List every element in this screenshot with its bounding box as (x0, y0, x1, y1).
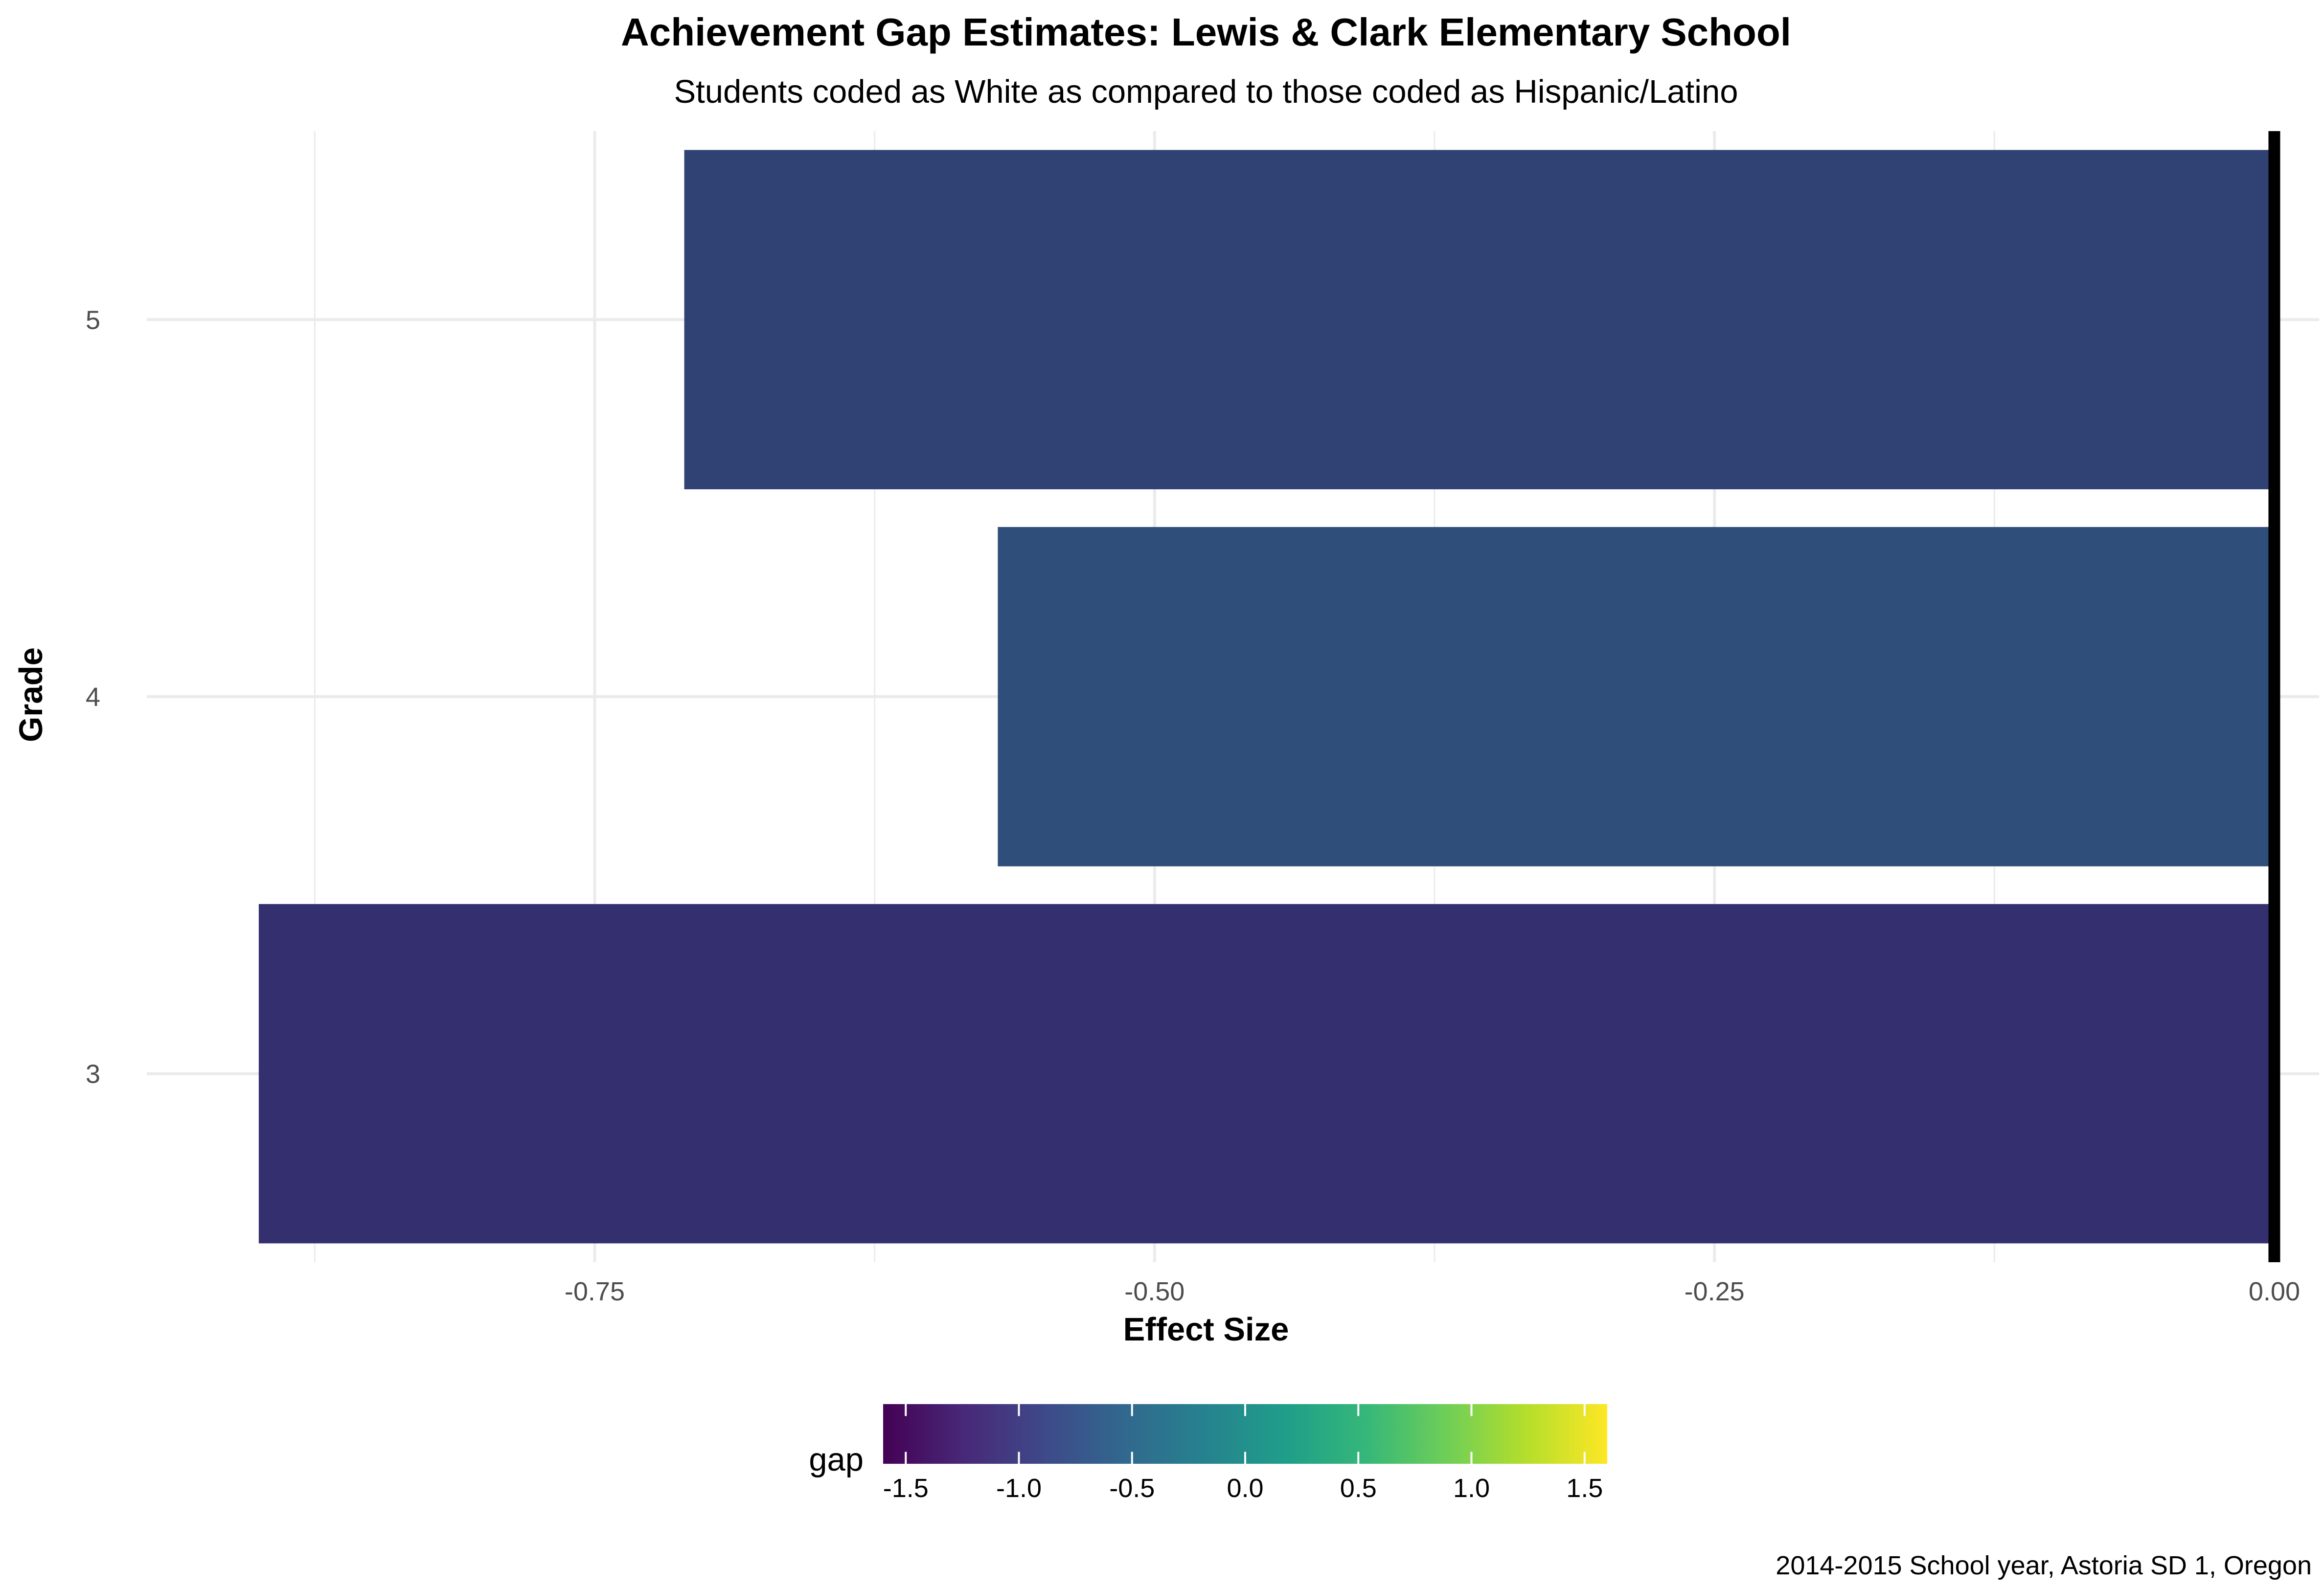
bar-grade-5 (684, 150, 2275, 490)
x-tick-label: -0.50 (1124, 1277, 1185, 1306)
chart-title: Achievement Gap Estimates: Lewis & Clark… (621, 10, 1791, 54)
colorbar-tick-label: 0.0 (1227, 1474, 1263, 1503)
legend-title: gap (809, 1441, 864, 1478)
chart-subtitle: Students coded as White as compared to t… (674, 73, 1738, 110)
colorbar-tick-label: -0.5 (1109, 1474, 1155, 1503)
x-tick-label: 0.00 (2249, 1277, 2300, 1306)
colorbar-ticks: -1.5 -1.0 -0.5 0.0 0.5 1.0 1.5 (883, 1404, 1603, 1503)
colorbar-tick-label: 1.0 (1453, 1474, 1490, 1503)
x-tick-label: -0.25 (1685, 1277, 1745, 1306)
colorbar-tick-label: -1.5 (883, 1474, 929, 1503)
x-tick-label: -0.75 (565, 1277, 625, 1306)
y-tick-label: 3 (86, 1060, 100, 1089)
x-axis-title: Effect Size (1123, 1311, 1289, 1348)
colorbar-tick-label: 0.5 (1340, 1474, 1377, 1503)
bar-grade-4 (998, 527, 2275, 866)
bars (258, 150, 2275, 1244)
colorbar-tick-label: -1.0 (996, 1474, 1042, 1503)
chart-caption: 2014-2015 School year, Astoria SD 1, Ore… (1776, 1551, 2312, 1580)
colorbar-tick-label: 1.5 (1566, 1474, 1603, 1503)
y-axis-title: Grade (13, 647, 49, 742)
y-tick-label: 5 (86, 305, 100, 335)
gap-colorbar-legend: gap -1.5 -1.0 -0.5 0.0 0.5 1.0 1.5 (809, 1404, 1607, 1503)
y-tick-labels: 3 4 5 (86, 305, 100, 1089)
y-tick-label: 4 (86, 682, 100, 712)
bar-grade-3 (258, 904, 2275, 1244)
x-tick-labels: -0.75 -0.50 -0.25 0.00 (565, 1277, 2300, 1306)
